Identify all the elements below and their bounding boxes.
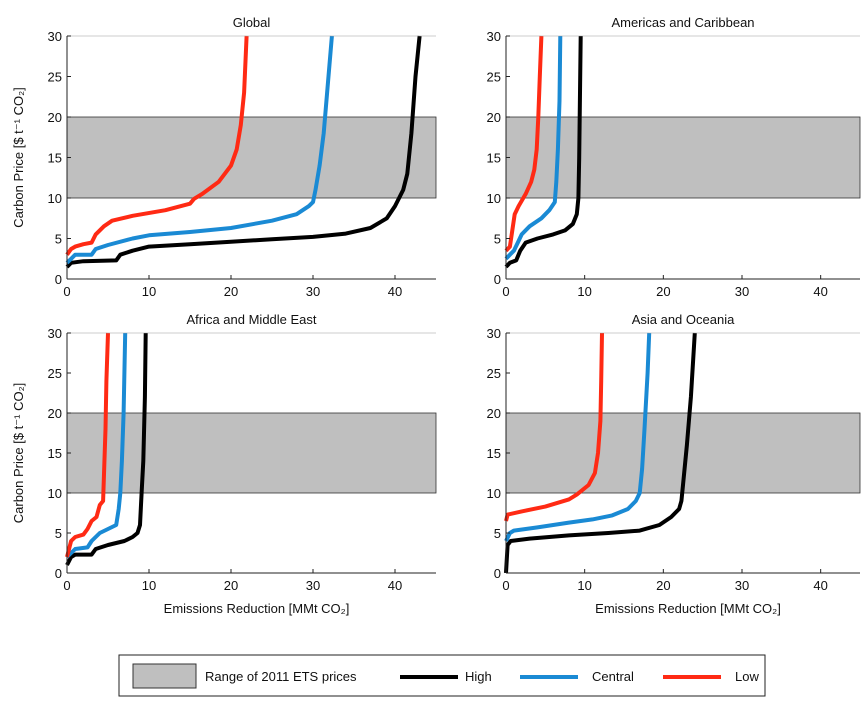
series-line-central <box>65 332 128 559</box>
series-line-central <box>65 35 334 265</box>
x-tick-label: 10 <box>577 578 591 593</box>
y-tick-label: 15 <box>48 446 62 461</box>
x-tick-label: 30 <box>735 578 749 593</box>
x-tick-label: 0 <box>502 284 509 299</box>
series-line-high <box>504 35 583 269</box>
y-tick-label: 5 <box>55 232 62 247</box>
x-tick-label: 0 <box>502 578 509 593</box>
series-line-high <box>65 332 148 566</box>
chart-panel-2: 0 10 20 30 40 0 5 10 15 20 25 30 Americas and Caribb… <box>487 15 861 299</box>
chart-panel-4: 0 10 20 30 40 0 5 10 15 20 25 30 Asia and Oceania Emi… <box>487 312 861 616</box>
ets-price-band <box>505 116 861 199</box>
y-tick-label: 20 <box>487 110 501 125</box>
y-tick-label: 0 <box>494 566 501 581</box>
series-line-central <box>504 35 563 261</box>
y-axis-label: Carbon Price [$ t⁻¹ CO₂] <box>11 87 26 228</box>
y-tick-label: 10 <box>487 486 501 501</box>
y-tick-label: 30 <box>487 29 501 44</box>
y-tick-label: 0 <box>494 272 501 287</box>
chart-title: Africa and Middle East <box>186 312 316 327</box>
y-tick-label: 0 <box>55 272 62 287</box>
series-line-low <box>504 35 544 253</box>
x-tick-label: 30 <box>306 578 320 593</box>
chart-panel-3: 0 10 20 30 40 0 5 10 15 20 25 30 Africa and Middle E… <box>11 312 437 616</box>
legend-label-central: Central <box>592 669 634 684</box>
x-axis-label: Emissions Reduction [MMt CO₂] <box>595 601 781 616</box>
y-tick-label: 25 <box>487 70 501 85</box>
y-tick-label: 15 <box>48 151 62 166</box>
x-tick-label: 20 <box>656 284 670 299</box>
y-tick-label: 15 <box>487 151 501 166</box>
x-tick-label: 20 <box>656 578 670 593</box>
x-tick-label: 40 <box>813 578 827 593</box>
y-tick-label: 20 <box>48 406 62 421</box>
y-tick-label: 25 <box>48 70 62 85</box>
y-tick-label: 10 <box>48 486 62 501</box>
x-tick-label: 0 <box>63 284 70 299</box>
ets-price-band <box>66 412 437 494</box>
y-tick-label: 10 <box>48 191 62 206</box>
x-tick-label: 20 <box>224 284 238 299</box>
x-tick-label: 30 <box>306 284 320 299</box>
x-axis-label: Emissions Reduction [MMt CO₂] <box>164 601 350 616</box>
y-tick-label: 10 <box>487 191 501 206</box>
legend-label-low: Low <box>735 669 759 684</box>
y-tick-label: 20 <box>487 406 501 421</box>
legend-label-high: High <box>465 669 492 684</box>
ets-price-band <box>66 116 437 199</box>
chart-title: Americas and Caribbean <box>611 15 754 30</box>
series-line-high <box>504 332 697 574</box>
x-tick-label: 20 <box>224 578 238 593</box>
y-tick-label: 5 <box>494 526 501 541</box>
y-tick-label: 30 <box>48 29 62 44</box>
legend: Range of 2011 ETS prices High Central Low <box>118 654 766 697</box>
series-line-high <box>65 35 422 269</box>
chart-title: Asia and Oceania <box>632 312 735 327</box>
series-line-low <box>65 332 110 558</box>
y-tick-label: 25 <box>48 366 62 381</box>
y-tick-label: 15 <box>487 446 501 461</box>
chart-title: Global <box>233 15 271 30</box>
y-tick-label: 30 <box>48 326 62 341</box>
y-tick-label: 25 <box>487 366 501 381</box>
x-tick-label: 10 <box>142 578 156 593</box>
x-tick-label: 40 <box>388 578 402 593</box>
chart-panel-1: 0 10 20 30 40 0 5 10 15 20 25 30 Global Carbon Price … <box>11 15 437 299</box>
x-tick-label: 40 <box>388 284 402 299</box>
x-tick-label: 30 <box>735 284 749 299</box>
legend-band-swatch <box>132 663 197 689</box>
y-axis-label: Carbon Price [$ t⁻¹ CO₂] <box>11 383 26 524</box>
y-tick-label: 5 <box>55 526 62 541</box>
series-line-low <box>504 332 604 522</box>
y-tick-label: 0 <box>55 566 62 581</box>
y-tick-label: 5 <box>494 232 501 247</box>
x-tick-label: 10 <box>142 284 156 299</box>
series-line-low <box>65 35 249 256</box>
y-tick-label: 20 <box>48 110 62 125</box>
y-tick-label: 30 <box>487 326 501 341</box>
series-line-central <box>504 332 652 542</box>
legend-band-label: Range of 2011 ETS prices <box>205 669 357 684</box>
x-tick-label: 0 <box>63 578 70 593</box>
x-tick-label: 10 <box>577 284 591 299</box>
x-tick-label: 40 <box>813 284 827 299</box>
